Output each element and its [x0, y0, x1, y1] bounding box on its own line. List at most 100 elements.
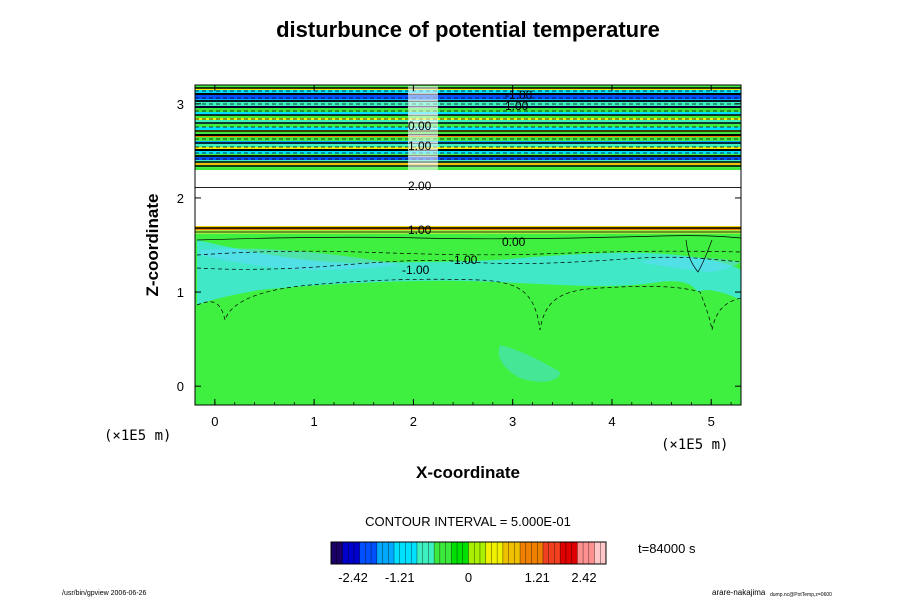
- label-backdrop: [408, 149, 438, 157]
- contour-labels: 0.00 -1.00 -1.00 1.00 1.00 -1.00 1.00 0.…: [402, 88, 533, 277]
- upper-band: [195, 88, 741, 90]
- upper-band: [195, 157, 741, 160]
- colorbar-cell: [525, 542, 532, 564]
- x-tick-label: 2: [410, 414, 417, 429]
- upper-band: [195, 144, 741, 147]
- colorbar-cell: [531, 542, 538, 564]
- y-tick-label: 0: [177, 379, 184, 394]
- colorbar-cell: [399, 542, 406, 564]
- x-tick-label: 3: [509, 414, 516, 429]
- x-tick-label: 4: [608, 414, 615, 429]
- contour-label: 0.00: [408, 119, 432, 133]
- colorbar-tick-label: -1.21: [385, 570, 415, 585]
- upper-band: [195, 132, 741, 135]
- label-backdrop: [408, 107, 438, 115]
- upper-band: [195, 168, 741, 170]
- upper-band: [195, 95, 741, 99]
- contour-line: [685, 239, 713, 273]
- upper-band: [195, 170, 741, 187]
- colorbar-cell: [411, 542, 418, 564]
- cyan-patch: [498, 345, 560, 382]
- cyan-patch: [200, 248, 400, 270]
- upper-band: [195, 151, 741, 154]
- upper-band: [195, 124, 741, 127]
- x-axis: 0 1 2 3 4 5: [194, 85, 732, 429]
- transition-band: [195, 228, 741, 231]
- colorbar-cell: [451, 542, 458, 564]
- colorbar-cell: [565, 542, 572, 564]
- colorbar-cell: [485, 542, 492, 564]
- colorbar-cell: [502, 542, 509, 564]
- colorbar-cell: [445, 542, 452, 564]
- chart-title: disturbunce of potential temperature: [276, 17, 660, 42]
- colorbar-cell: [474, 542, 481, 564]
- colorbar-cell: [434, 542, 441, 564]
- colorbar-cell: [365, 542, 372, 564]
- cyan-patch: [640, 257, 741, 272]
- label-backdrop: [408, 163, 438, 171]
- colorbar-cell: [439, 542, 446, 564]
- label-backdrop: [408, 135, 438, 143]
- colorbar-ticks: -2.42 -1.21 0 1.21 2.42: [338, 570, 596, 585]
- label-backdrop: [408, 121, 438, 129]
- upper-band: [195, 90, 741, 93]
- colorbar-cell: [405, 542, 412, 564]
- colorbar-cell: [428, 542, 435, 564]
- colorbar-cell: [588, 542, 595, 564]
- colorbar-cell: [600, 542, 607, 564]
- colorbar-cell: [336, 542, 343, 564]
- y-tick-label: 1: [177, 285, 184, 300]
- colorbar-cell: [554, 542, 561, 564]
- y-tick-label: 3: [177, 97, 184, 112]
- y-axis: 0 1 2 3: [177, 97, 741, 394]
- colorbar-frame: [330, 541, 607, 565]
- contour-line: [196, 235, 741, 241]
- colorbar-cell: [416, 542, 423, 564]
- plot-frame: [194, 84, 742, 406]
- upper-band: [195, 108, 741, 112]
- y-tick-label: 2: [177, 191, 184, 206]
- colorbar: [330, 541, 607, 565]
- upper-band: [195, 163, 741, 165]
- colorbar-cell: [497, 542, 504, 564]
- contour-label: 1.00: [408, 139, 432, 153]
- contour-label: -1.00: [505, 88, 533, 102]
- label-column: [408, 86, 438, 171]
- contour-label: 2.00: [408, 179, 432, 193]
- colorbar-tick-label: 0: [465, 570, 472, 585]
- x-tick-label: 1: [311, 414, 318, 429]
- colorbar-cell: [462, 542, 469, 564]
- colorbar-tick-label: 1.21: [525, 570, 550, 585]
- x-tick-label: 5: [708, 414, 715, 429]
- label-backdrop: [408, 114, 438, 122]
- y-axis-title: Z-coordinate: [143, 194, 162, 297]
- colorbar-tick-label: 2.42: [571, 570, 596, 585]
- contour-line: [196, 256, 741, 270]
- colorbar-tick-label: -2.42: [338, 570, 368, 585]
- upper-bands: [195, 85, 741, 187]
- colorbar-cell: [479, 542, 486, 564]
- colorbar-cell: [342, 542, 349, 564]
- label-backdrop: [408, 86, 438, 94]
- plot-field: [195, 85, 741, 405]
- label-backdrop: [408, 128, 438, 136]
- colorbar-cell: [331, 542, 338, 564]
- colorbar-cell: [359, 542, 366, 564]
- white-region: [195, 187, 741, 226]
- colorbar-cell: [457, 542, 464, 564]
- contour-interval-label: CONTOUR INTERVAL = 5.000E-01: [365, 514, 571, 529]
- colorbar-cell: [376, 542, 383, 564]
- colorbar-cell: [491, 542, 498, 564]
- colorbar-cell: [514, 542, 521, 564]
- x-unit-right: (×1E5 m): [661, 437, 728, 453]
- footer-right: arare-nakajima: [712, 588, 766, 597]
- colorbar-cell: [468, 542, 475, 564]
- cyan-patch: [197, 240, 741, 305]
- colorbar-cell: [560, 542, 567, 564]
- contour-label: 1.00: [505, 99, 529, 113]
- colorbar-cell: [571, 542, 578, 564]
- upper-band: [195, 85, 741, 88]
- colorbar-cell: [388, 542, 395, 564]
- time-label: t=84000 s: [638, 541, 696, 556]
- contour-line: [196, 278, 741, 331]
